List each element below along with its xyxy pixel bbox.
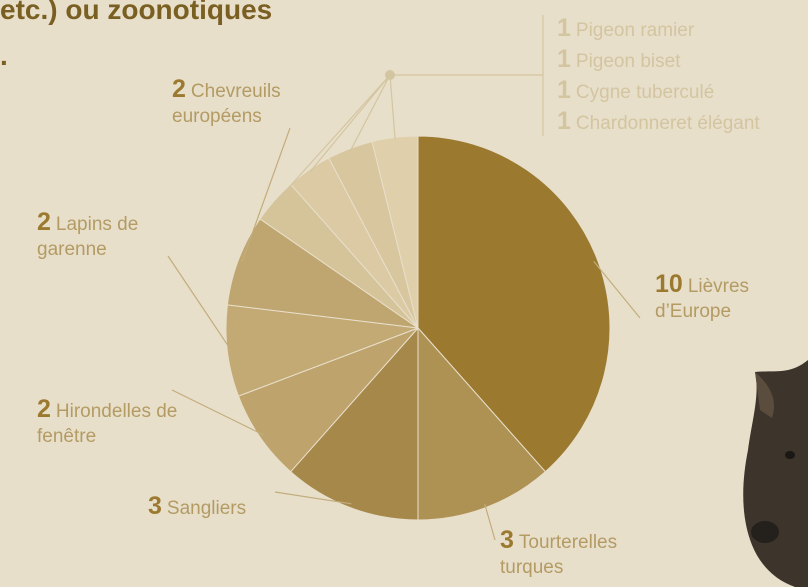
leader-line: [485, 504, 495, 540]
slice-name: Chevreuils européens: [172, 81, 281, 127]
page: etc.) ou zoonotiques . 10Lièvres d’Europ…: [0, 0, 808, 587]
slice-value: 1: [557, 45, 571, 73]
slice-value: 2: [37, 208, 51, 236]
title-line: etc.) ou zoonotiques: [0, 0, 272, 26]
boar-illustration: [743, 360, 808, 587]
slice-value: 3: [148, 492, 162, 520]
slice-name: Pigeon ramier: [576, 20, 694, 41]
slice-value: 3: [500, 526, 514, 554]
slice-value: 10: [655, 270, 683, 298]
title-line: .: [0, 40, 8, 72]
slice-name: Pigeon biset: [576, 51, 681, 72]
leader-line: [390, 75, 395, 139]
slice-value: 2: [37, 395, 51, 423]
slice-value: 2: [172, 75, 186, 103]
slice-name: Hirondelles de fenêtre: [37, 401, 177, 447]
leader-line: [168, 256, 231, 351]
slice-value: 1: [557, 14, 571, 42]
slice-value: 1: [557, 107, 571, 135]
slice-value: 1: [557, 76, 571, 104]
leader-dot: [385, 70, 395, 80]
slice-name: Tourterelles turques: [500, 532, 617, 578]
slice-name: Chardonneret élégant: [576, 113, 760, 134]
slice-name: Lapins de garenne: [37, 214, 138, 260]
slice-name: Sangliers: [167, 498, 246, 519]
slice-name: Cygne tuberculé: [576, 82, 714, 103]
